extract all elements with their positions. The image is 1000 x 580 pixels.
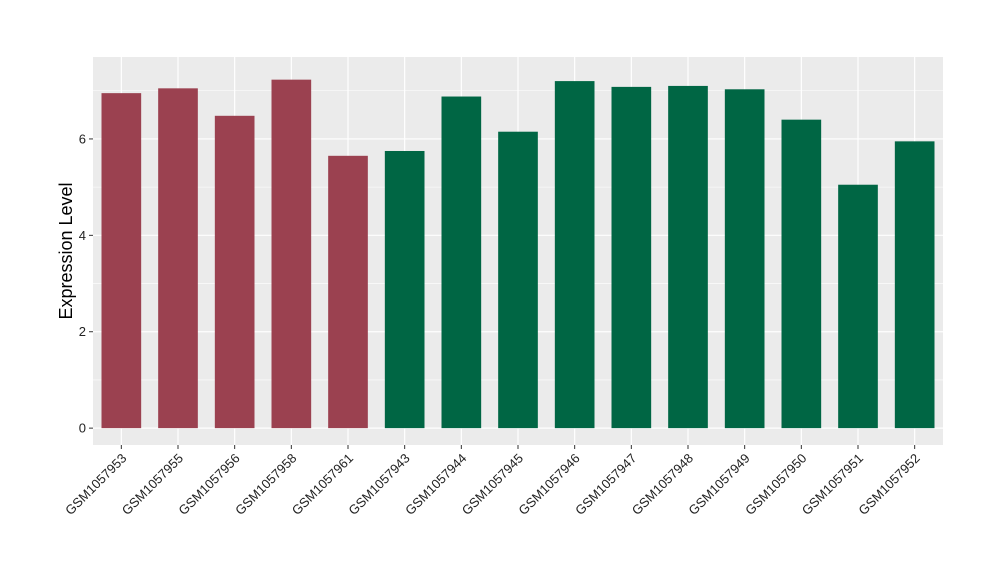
bar-GSM1057952	[894, 141, 935, 429]
bar-GSM1057948	[668, 85, 708, 429]
bar-GSM1057943	[384, 150, 425, 429]
bar-GSM1057944	[441, 96, 482, 429]
y-axis: 0 2 4 6	[79, 131, 93, 436]
bars	[101, 79, 935, 429]
y-tick-label: 6	[79, 131, 86, 146]
bar-GSM1057946	[554, 81, 595, 429]
x-axis: GSM1057953GSM1057955GSM1057956GSM1057958…	[62, 445, 923, 518]
bar-GSM1057947	[611, 86, 652, 429]
bar-GSM1057950	[781, 119, 822, 429]
bar-GSM1057945	[498, 131, 538, 429]
y-tick-label: 0	[79, 421, 86, 436]
y-tick-label: 2	[79, 324, 86, 339]
bar-GSM1057961	[328, 155, 368, 429]
bar-GSM1057953	[101, 93, 142, 429]
y-axis-title: Expression Level	[56, 182, 76, 319]
bar-GSM1057955	[158, 88, 198, 429]
bar-GSM1057956	[214, 115, 255, 429]
y-tick-label: 4	[79, 228, 86, 243]
bar-GSM1057949	[724, 89, 765, 429]
bar-GSM1057958	[271, 79, 312, 429]
bar-GSM1057951	[838, 184, 878, 429]
